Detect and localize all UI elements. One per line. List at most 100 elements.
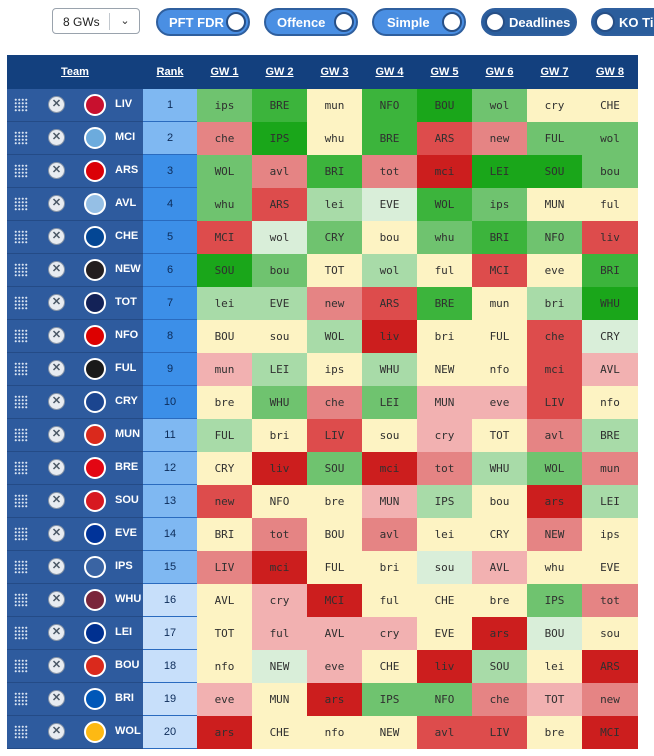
fixture-cell[interactable]: SOU xyxy=(307,452,362,485)
fixture-cell[interactable]: NFO xyxy=(417,683,472,716)
fixture-cell[interactable]: MUN xyxy=(527,188,582,221)
fixture-cell[interactable]: WHU xyxy=(472,452,527,485)
fixture-cell[interactable]: new xyxy=(582,683,638,716)
fixture-cell[interactable]: avl xyxy=(252,155,307,188)
fixture-cell[interactable]: FUL xyxy=(307,551,362,584)
header-gw-6[interactable]: GW 6 xyxy=(485,66,514,78)
fixture-cell[interactable]: bri xyxy=(252,419,307,452)
fixture-cell[interactable]: avl xyxy=(417,716,472,749)
fixture-cell[interactable]: AVL xyxy=(307,617,362,650)
remove-team-icon[interactable]: ✕ xyxy=(48,591,65,608)
remove-team-icon[interactable]: ✕ xyxy=(48,426,65,443)
fixture-cell[interactable]: LEI xyxy=(472,155,527,188)
remove-team-icon[interactable]: ✕ xyxy=(48,162,65,179)
fixture-cell[interactable]: CHE xyxy=(252,716,307,749)
fixture-cell[interactable]: nfo xyxy=(582,386,638,419)
fixture-cell[interactable]: che xyxy=(472,683,527,716)
fixture-cell[interactable]: FUL xyxy=(527,122,582,155)
fixture-cell[interactable]: bre xyxy=(527,716,582,749)
header-rank[interactable]: Rank xyxy=(156,66,184,78)
remove-team-icon[interactable]: ✕ xyxy=(48,525,65,542)
fixture-cell[interactable]: BRI xyxy=(307,155,362,188)
fixture-cell[interactable]: ARS xyxy=(362,287,417,320)
remove-team-icon[interactable]: ✕ xyxy=(48,558,65,575)
fixture-cell[interactable]: EVE xyxy=(362,188,417,221)
fixture-cell[interactable]: CRY xyxy=(197,452,252,485)
fixture-cell[interactable]: IPS xyxy=(527,584,582,617)
fixture-cell[interactable]: WHU xyxy=(362,353,417,386)
remove-team-icon[interactable]: ✕ xyxy=(48,492,65,509)
drag-handle-icon[interactable] xyxy=(14,296,28,310)
fixture-cell[interactable]: LIV xyxy=(197,551,252,584)
header-gw-1[interactable]: GW 1 xyxy=(210,66,239,78)
fixture-cell[interactable]: nfo xyxy=(472,353,527,386)
fixture-cell[interactable]: SOU xyxy=(472,650,527,683)
fixture-cell[interactable]: WOL xyxy=(417,188,472,221)
fixture-cell[interactable]: BRE xyxy=(582,419,638,452)
remove-team-icon[interactable]: ✕ xyxy=(48,294,65,311)
fixture-cell[interactable]: CRY xyxy=(582,320,638,353)
header-gw-4[interactable]: GW 4 xyxy=(375,66,404,78)
fixture-cell[interactable]: mci xyxy=(527,353,582,386)
fixture-cell[interactable]: bre xyxy=(472,584,527,617)
header-gw-5[interactable]: GW 5 xyxy=(430,66,459,78)
fixture-cell[interactable]: tot xyxy=(252,518,307,551)
fixture-cell[interactable]: bou xyxy=(362,221,417,254)
fixture-cell[interactable]: bre xyxy=(307,485,362,518)
fixture-cell[interactable]: tot xyxy=(582,584,638,617)
fixture-cell[interactable]: bri xyxy=(527,287,582,320)
fixture-cell[interactable]: eve xyxy=(307,650,362,683)
fixture-cell[interactable]: CRY xyxy=(472,518,527,551)
fixture-cell[interactable]: NEW xyxy=(527,518,582,551)
fixture-cell[interactable]: BRE xyxy=(252,89,307,122)
fixture-cell[interactable]: FUL xyxy=(197,419,252,452)
fixture-cell[interactable]: bou xyxy=(252,254,307,287)
remove-team-icon[interactable]: ✕ xyxy=(48,327,65,344)
fixture-cell[interactable]: che xyxy=(197,122,252,155)
toggle-knob[interactable] xyxy=(485,12,505,32)
fixture-cell[interactable]: bri xyxy=(417,320,472,353)
drag-handle-icon[interactable] xyxy=(14,98,28,112)
fixture-cell[interactable]: WOL xyxy=(307,320,362,353)
remove-team-icon[interactable]: ✕ xyxy=(48,459,65,476)
fixture-cell[interactable]: ful xyxy=(582,188,638,221)
header-gw-2[interactable]: GW 2 xyxy=(265,66,294,78)
fixture-cell[interactable]: sou xyxy=(252,320,307,353)
fixture-cell[interactable]: IPS xyxy=(252,122,307,155)
fixture-cell[interactable]: cry xyxy=(362,617,417,650)
fixture-cell[interactable]: nfo xyxy=(307,716,362,749)
fixture-cell[interactable]: MUN xyxy=(362,485,417,518)
fixture-cell[interactable]: EVE xyxy=(417,617,472,650)
fixture-cell[interactable]: ars xyxy=(472,617,527,650)
fixture-cell[interactable]: ars xyxy=(197,716,252,749)
fixture-cell[interactable]: avl xyxy=(527,419,582,452)
toggle-knob[interactable] xyxy=(442,12,462,32)
drag-handle-icon[interactable] xyxy=(14,692,28,706)
fixture-cell[interactable]: BRE xyxy=(417,287,472,320)
fixture-cell[interactable]: LIV xyxy=(527,386,582,419)
fixture-cell[interactable]: mun xyxy=(472,287,527,320)
fixture-cell[interactable]: IPS xyxy=(362,683,417,716)
drag-handle-icon[interactable] xyxy=(14,428,28,442)
fixture-cell[interactable]: BOU xyxy=(197,320,252,353)
drag-handle-icon[interactable] xyxy=(14,131,28,145)
fixture-cell[interactable]: BRE xyxy=(362,122,417,155)
fixture-cell[interactable]: ARS xyxy=(582,650,638,683)
drag-handle-icon[interactable] xyxy=(14,395,28,409)
drag-handle-icon[interactable] xyxy=(14,230,28,244)
remove-team-icon[interactable]: ✕ xyxy=(48,195,65,212)
fixture-cell[interactable]: eve xyxy=(472,386,527,419)
fixture-cell[interactable]: AVL xyxy=(197,584,252,617)
fixture-cell[interactable]: mun xyxy=(582,452,638,485)
drag-handle-icon[interactable] xyxy=(14,329,28,343)
fixture-cell[interactable]: mun xyxy=(307,89,362,122)
drag-handle-icon[interactable] xyxy=(14,527,28,541)
fixture-cell[interactable]: ARS xyxy=(252,188,307,221)
fixture-cell[interactable]: liv xyxy=(362,320,417,353)
fixture-cell[interactable]: new xyxy=(307,287,362,320)
drag-handle-icon[interactable] xyxy=(14,725,28,739)
fixture-cell[interactable]: NFO xyxy=(252,485,307,518)
fixture-cell[interactable]: mci xyxy=(362,452,417,485)
fixture-cell[interactable]: IPS xyxy=(417,485,472,518)
fixture-cell[interactable]: MCI xyxy=(197,221,252,254)
